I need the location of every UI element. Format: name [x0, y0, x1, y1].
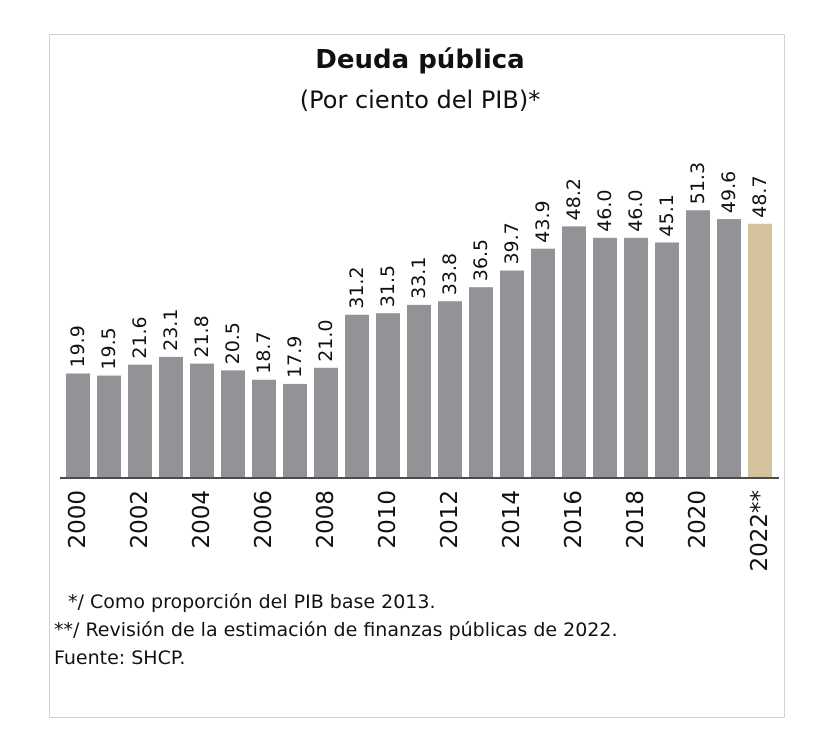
- value-label-2009: 31.2: [346, 266, 368, 308]
- x-tick-label-2004: 2004: [189, 490, 215, 549]
- x-tick-label-2022: 2022**: [747, 490, 773, 572]
- bar-2015: [531, 248, 555, 477]
- value-labels-group: 19.9 19.5 21.6 23.1 21.8 20.5 18.7 17.9 21.0 31.2…: [67, 162, 771, 378]
- value-label-2002: 21.6: [129, 316, 151, 358]
- value-label-2008: 21.0: [315, 319, 337, 361]
- value-label-2006: 18.7: [253, 331, 275, 373]
- value-label-2015: 43.9: [532, 200, 554, 242]
- bar-2016: [562, 226, 586, 477]
- bar-2020: [686, 210, 710, 478]
- value-label-2017: 46.0: [594, 189, 616, 231]
- x-tick-label-2012: 2012: [437, 490, 463, 549]
- bar-2014: [500, 270, 524, 477]
- value-label-2020: 51.3: [687, 162, 709, 204]
- value-label-2001: 19.5: [98, 327, 120, 369]
- value-label-2014: 39.7: [501, 222, 523, 264]
- chart-title: Deuda pública: [315, 45, 525, 75]
- bar-2009: [345, 314, 369, 477]
- x-tick-label-2002: 2002: [127, 490, 153, 549]
- bars-group: [66, 210, 772, 478]
- x-tick-label-2006: 2006: [251, 490, 277, 549]
- value-label-2005: 20.5: [222, 322, 244, 364]
- x-tick-label-2020: 2020: [685, 490, 711, 549]
- value-label-2010: 31.5: [377, 265, 399, 307]
- value-label-2007: 17.9: [284, 336, 306, 378]
- bar-2001: [97, 375, 121, 477]
- footnotes: */ Como proporción del PIB base 2013. **…: [54, 588, 784, 672]
- chart-subtitle: (Por ciento del PIB)*: [299, 86, 541, 114]
- bar-2007: [283, 383, 307, 477]
- bar-2013: [469, 287, 493, 477]
- footnote-source: Fuente: SHCP.: [54, 647, 186, 669]
- x-tick-label-2010: 2010: [375, 490, 401, 549]
- x-tick-label-2014: 2014: [499, 490, 525, 549]
- footnote-revision: **/ Revisión de la estimación de finanza…: [54, 619, 618, 641]
- value-label-2011: 33.1: [408, 257, 430, 299]
- bar-2021: [717, 219, 741, 477]
- value-label-2022: 48.7: [749, 175, 771, 217]
- x-tick-labels-group: 2000 2002 2004 2006 2008 2010 2012 2014 2016 2018…: [65, 490, 773, 572]
- bar-2012: [438, 301, 462, 477]
- value-label-2004: 21.8: [191, 315, 213, 357]
- x-tick-label-2000: 2000: [65, 490, 91, 549]
- value-label-2013: 36.5: [470, 239, 492, 281]
- bar-2019: [655, 242, 679, 477]
- bar-2017: [593, 237, 617, 477]
- x-tick-label-2016: 2016: [561, 490, 587, 549]
- bar-2008: [314, 367, 338, 477]
- bar-2011: [407, 304, 431, 477]
- value-label-2000: 19.9: [67, 325, 89, 367]
- bar-2004: [190, 363, 214, 477]
- bar-2005: [221, 370, 245, 477]
- value-label-2021: 49.6: [718, 171, 740, 213]
- x-tick-label-2008: 2008: [313, 490, 339, 549]
- bar-2010: [376, 313, 400, 477]
- bar-2002: [128, 364, 152, 477]
- footnote-base: */ Como proporción del PIB base 2013.: [68, 591, 436, 613]
- value-label-2018: 46.0: [625, 189, 647, 231]
- bar-2022: [748, 223, 772, 477]
- bar-2003: [159, 356, 183, 477]
- bar-2018: [624, 237, 648, 477]
- value-label-2016: 48.2: [563, 178, 585, 220]
- bar-2000: [66, 373, 90, 477]
- bar-2006: [252, 379, 276, 477]
- x-tick-label-2018: 2018: [623, 490, 649, 549]
- value-label-2003: 23.1: [160, 309, 182, 351]
- value-label-2012: 33.8: [439, 253, 461, 295]
- value-label-2019: 45.1: [656, 194, 678, 236]
